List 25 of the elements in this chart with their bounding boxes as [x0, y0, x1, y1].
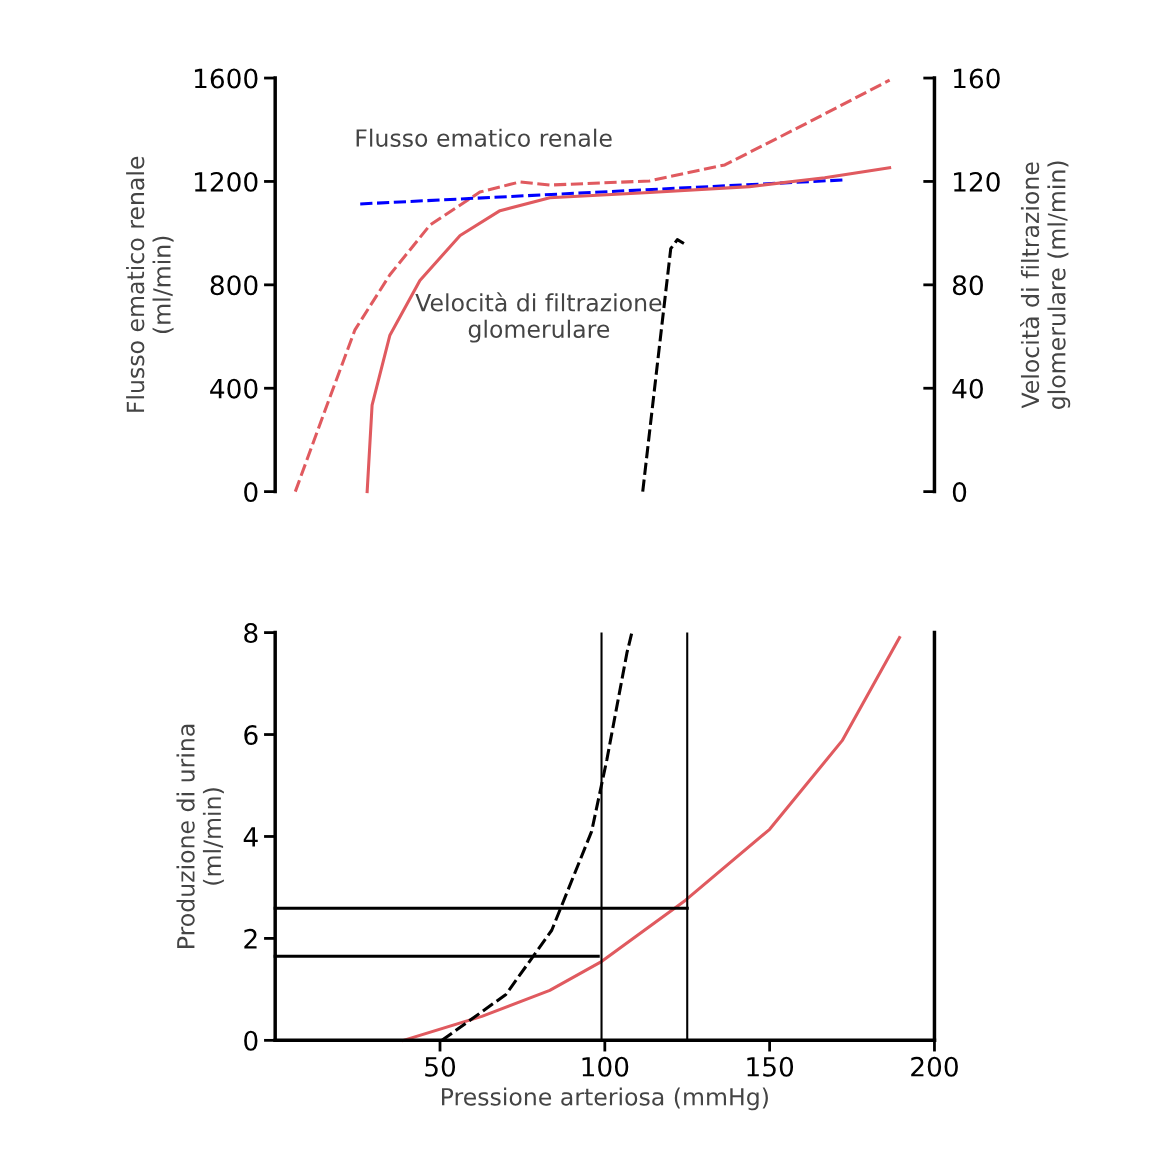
y2-tick-label: 120 [954, 171, 1000, 192]
series-label: Flusso ematico renale [356, 128, 612, 147]
y-tick-label: 0 [244, 482, 258, 503]
x-axis-title: Pressione arteriosa (mmHg) [442, 1087, 768, 1111]
y-tick-label: 8 [244, 623, 258, 643]
x-tick-label: 150 [747, 1056, 794, 1077]
y-tick-label: 2 [244, 928, 257, 949]
y2-tick-label: 0 [952, 482, 967, 503]
y2-tick-label: 160 [954, 68, 1000, 89]
x-tick-label: 200 [911, 1056, 958, 1077]
y-axis-title: Produzione di urina (ml/min) [176, 724, 224, 948]
y2-tick-label: 80 [952, 275, 983, 296]
y-tick-label: 0 [244, 1030, 258, 1051]
series-label: Velocità di filtrazione glomerulare [415, 292, 662, 343]
y-tick-label: 1200 [194, 171, 258, 192]
y-tick-label: 4 [243, 827, 258, 847]
y2-tick-label: 40 [952, 378, 983, 399]
y-tick-label: 1600 [194, 68, 258, 89]
y-axis-title: Flusso ematico renale (ml/min) [126, 156, 174, 412]
y-tick-label: 800 [210, 275, 258, 296]
x-tick-label: 100 [582, 1056, 629, 1077]
y2-axis-title: Velocità di filtrazione glomerulare (ml/min) [1019, 161, 1071, 409]
y-tick-label: 6 [244, 724, 258, 745]
y-tick-label: 400 [210, 378, 258, 399]
x-tick-label: 50 [425, 1056, 456, 1077]
